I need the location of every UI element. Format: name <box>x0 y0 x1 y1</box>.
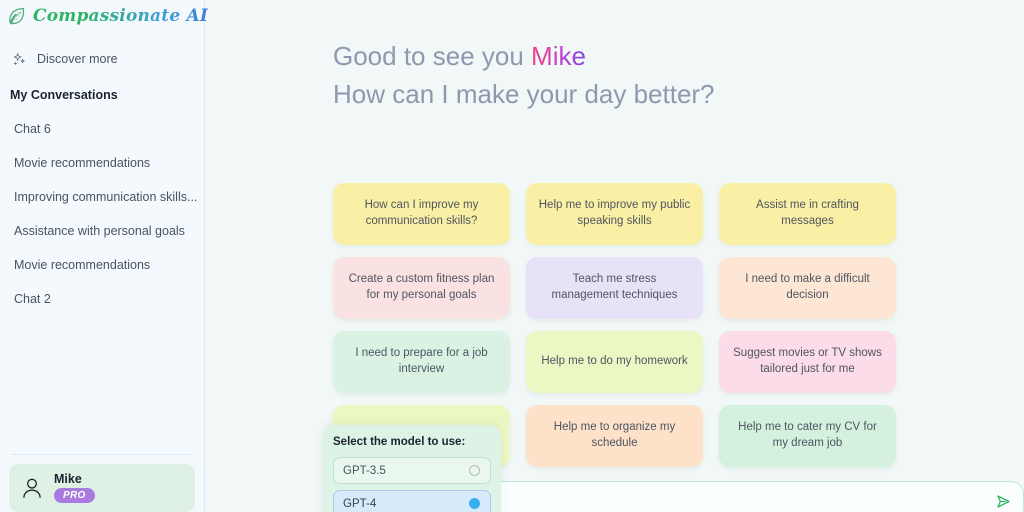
greeting-block: Good to see you Mike How can I make your… <box>333 38 715 113</box>
status-badge: PRO <box>54 487 95 503</box>
suggestion-card[interactable]: How can I improve my communication skill… <box>333 183 510 245</box>
suggestion-card[interactable]: I need to make a difficult decision <box>719 257 896 319</box>
model-option-label: GPT-4 <box>343 497 377 510</box>
sparkle-icon <box>13 52 25 65</box>
user-section: Mike PRO <box>0 454 204 512</box>
model-selector-title: Select the model to use: <box>333 436 466 448</box>
suggestion-card[interactable]: Assist me in crafting messages <box>719 183 896 245</box>
greeting-line-1: Good to see you Mike <box>333 38 715 76</box>
conversation-list: Chat 6 Movie recommendations Improving c… <box>0 112 204 316</box>
suggestion-card[interactable]: Suggest movies or TV shows tailored just… <box>719 331 896 393</box>
list-item[interactable]: Improving communication skills... <box>14 190 198 204</box>
main-content: Good to see you Mike How can I make your… <box>205 0 1024 512</box>
suggestion-card[interactable]: I need to prepare for a job interview <box>333 331 510 393</box>
suggestion-card[interactable]: Teach me stress management techniques <box>526 257 703 319</box>
greeting-user-name: Mike <box>531 41 586 71</box>
user-profile-card[interactable]: Mike PRO <box>9 464 195 512</box>
model-option-label: GPT-3.5 <box>343 464 386 477</box>
model-option-gpt4[interactable]: GPT-4 <box>333 490 491 512</box>
list-item[interactable]: Assistance with personal goals <box>14 224 185 238</box>
radio-icon[interactable] <box>469 498 480 509</box>
user-name: Mike <box>54 472 82 487</box>
my-conversations-heading: My Conversations <box>10 88 118 102</box>
list-item[interactable]: Chat 2 <box>14 292 51 306</box>
user-avatar-icon <box>23 478 41 498</box>
sidebar: Compassionate AI Discover more My Conver… <box>0 0 208 512</box>
divider <box>11 454 193 455</box>
model-option-gpt35[interactable]: GPT-3.5 <box>333 457 491 484</box>
suggestion-cards-grid: How can I improve my communication skill… <box>333 183 896 467</box>
list-item[interactable]: Movie recommendations <box>14 258 151 272</box>
discover-more-label: Discover more <box>37 52 118 66</box>
suggestion-card[interactable]: Help me to organize my schedule <box>526 405 703 467</box>
brand-logo[interactable]: Compassionate AI <box>0 0 208 33</box>
greeting-line-2: How can I make your day better? <box>333 78 715 109</box>
brand-name: Compassionate AI <box>33 6 209 26</box>
list-item[interactable]: Chat 6 <box>14 122 51 136</box>
suggestion-card[interactable]: Help me to improve my public speaking sk… <box>526 183 703 245</box>
leaf-icon <box>9 8 25 26</box>
suggestion-card[interactable]: Help me to do my homework <box>526 331 703 393</box>
list-item[interactable]: Movie recommendations <box>14 156 151 170</box>
radio-icon[interactable] <box>469 465 480 476</box>
suggestion-card[interactable]: Create a custom fitness plan for my pers… <box>333 257 510 319</box>
sidebar-item-discover-more[interactable]: Discover more <box>0 47 204 71</box>
send-button[interactable] <box>983 482 1023 512</box>
suggestion-card[interactable]: Help me to cater my CV for my dream job <box>719 405 896 467</box>
greeting-prefix: Good to see you <box>333 41 532 71</box>
send-paper-plane-icon <box>996 494 1010 508</box>
model-selector-popup: Select the model to use: GPT-3.5 GPT-4 <box>323 425 501 512</box>
